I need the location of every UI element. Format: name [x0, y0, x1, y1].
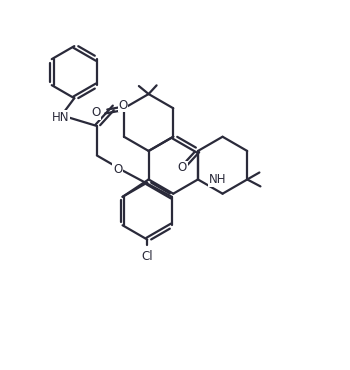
Text: HN: HN	[52, 111, 69, 124]
Text: O: O	[113, 163, 122, 176]
Text: O: O	[178, 161, 187, 174]
Text: NH: NH	[209, 173, 226, 186]
Text: O: O	[91, 106, 101, 119]
Text: O: O	[118, 99, 128, 112]
Text: Cl: Cl	[141, 250, 153, 263]
